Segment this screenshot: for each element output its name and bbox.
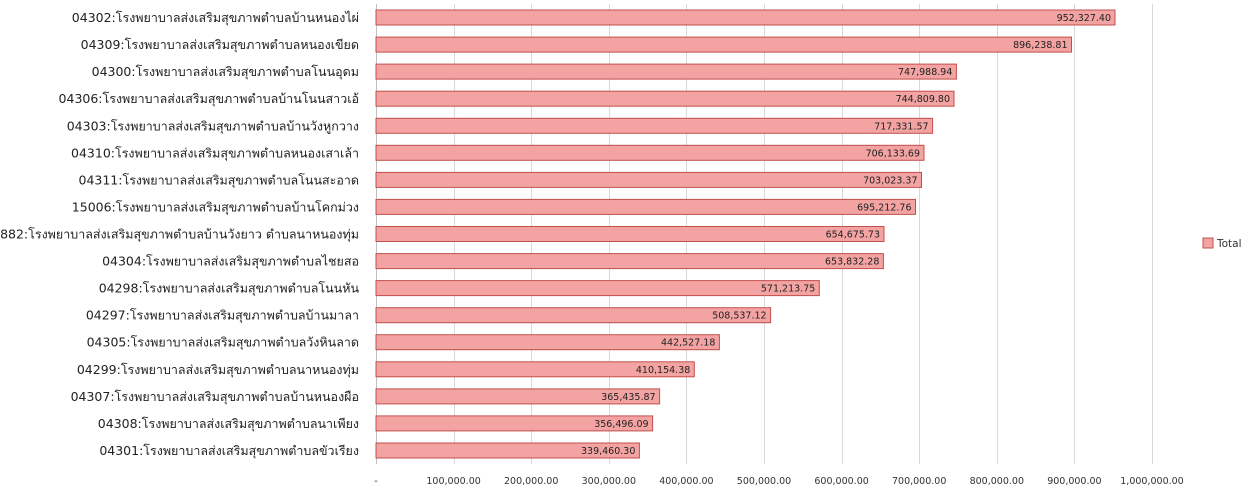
data-label: 356,496.09 bbox=[594, 419, 648, 430]
bar bbox=[375, 36, 1072, 53]
data-label: 654,675.73 bbox=[826, 230, 880, 241]
legend-swatch-total bbox=[1202, 237, 1214, 249]
bar bbox=[375, 198, 916, 215]
x-tick-label: 500,000.00 bbox=[737, 476, 791, 487]
data-label: 744,809.80 bbox=[896, 94, 950, 105]
x-tick-label: 200,000.00 bbox=[504, 476, 558, 487]
category-labels: 04302:โรงพยาบาลส่งเสริมสุขภาพตำบลบ้านหนอ… bbox=[0, 10, 359, 459]
category-label: 04309:โรงพยาบาลส่งเสริมสุขภาพตำบลหนองเขี… bbox=[81, 37, 359, 53]
bar bbox=[375, 253, 884, 270]
x-tick-label: 1,000,000.00 bbox=[1120, 476, 1183, 487]
category-label: 04308:โรงพยาบาลส่งเสริมสุขภาพตำบลนาเพียง bbox=[98, 416, 359, 432]
category-label: 04301:โรงพยาบาลส่งเสริมสุขภาพตำบลขัวเรีย… bbox=[99, 443, 359, 459]
data-label: 717,331.57 bbox=[874, 121, 928, 132]
x-tick-label: 700,000.00 bbox=[892, 476, 946, 487]
data-label: 508,537.12 bbox=[712, 311, 766, 322]
bar bbox=[375, 361, 695, 378]
category-label: 04298:โรงพยาบาลส่งเสริมสุขภาพตำบลโนนหัน bbox=[99, 281, 360, 297]
legend: Total bbox=[1202, 237, 1242, 250]
data-label: 339,460.30 bbox=[581, 446, 635, 457]
data-label: 365,435.87 bbox=[601, 392, 655, 403]
category-label: 04300:โรงพยาบาลส่งเสริมสุขภาพตำบลโนนอุดม bbox=[92, 64, 359, 80]
category-label: 04310:โรงพยาบาลส่งเสริมสุขภาพตำบลหนองเสา… bbox=[71, 145, 359, 161]
bar bbox=[375, 280, 820, 297]
bar bbox=[375, 388, 661, 405]
bar bbox=[375, 63, 957, 80]
category-label: 04306:โรงพยาบาลส่งเสริมสุขภาพตำบลบ้านโนน… bbox=[59, 91, 359, 107]
x-tick-label: - bbox=[374, 476, 377, 487]
data-label: 706,133.69 bbox=[866, 148, 920, 159]
category-label: 04299:โรงพยาบาลส่งเสริมสุขภาพตำบลนาหนองท… bbox=[77, 362, 359, 378]
category-label: 14882:โรงพยาบาลส่งเสริมสุขภาพตำบลบ้านวัง… bbox=[0, 227, 359, 243]
x-tick-label: 300,000.00 bbox=[582, 476, 636, 487]
x-tick-label: 400,000.00 bbox=[659, 476, 713, 487]
data-label: 442,527.18 bbox=[661, 338, 715, 349]
bar bbox=[375, 117, 934, 134]
data-label: 703,023.37 bbox=[863, 175, 917, 186]
category-label: 04297:โรงพยาบาลส่งเสริมสุขภาพตำบลบ้านมาล… bbox=[86, 308, 359, 324]
data-label: 695,212.76 bbox=[857, 202, 911, 213]
bars: 952,327.40 896,238.81 747,988.94 744,809.80… bbox=[375, 9, 1116, 459]
data-label: 896,238.81 bbox=[1013, 40, 1067, 51]
category-label: 04307:โรงพยาบาลส่งเสริมสุขภาพตำบลบ้านหนอ… bbox=[71, 389, 359, 405]
category-label: 04305:โรงพยาบาลส่งเสริมสุขภาพตำบลวังหินล… bbox=[87, 335, 359, 351]
legend-label-total: Total bbox=[1216, 238, 1242, 250]
bar bbox=[375, 9, 1116, 26]
data-label: 952,327.40 bbox=[1057, 13, 1111, 24]
bar bbox=[375, 171, 922, 188]
bar bbox=[375, 415, 654, 432]
category-label: 04303:โรงพยาบาลส่งเสริมสุขภาพตำบลบ้านวัง… bbox=[67, 118, 359, 134]
data-label: 747,988.94 bbox=[898, 67, 952, 78]
bar bbox=[375, 90, 955, 107]
bar bbox=[375, 442, 640, 459]
x-tick-label: 800,000.00 bbox=[970, 476, 1024, 487]
bar bbox=[375, 144, 925, 161]
bar bbox=[375, 334, 720, 351]
bar bbox=[375, 307, 772, 324]
bar bbox=[375, 226, 885, 242]
category-label: 04302:โรงพยาบาลส่งเสริมสุขภาพตำบลบ้านหนอ… bbox=[72, 10, 359, 26]
category-label: 15006:โรงพยาบาลส่งเสริมสุขภาพตำบลบ้านโคก… bbox=[72, 199, 359, 215]
x-tick-label: 900,000.00 bbox=[1047, 476, 1101, 487]
category-label: 04304:โรงพยาบาลส่งเสริมสุขภาพตำบลไชยสอ bbox=[102, 254, 359, 270]
x-tick-label: 100,000.00 bbox=[426, 476, 480, 487]
x-axis-tick-labels: - 100,000.00 200,000.00 300,000.00 400,000.0… bbox=[374, 476, 1183, 487]
data-label: 410,154.38 bbox=[636, 365, 690, 376]
data-label: 653,832.28 bbox=[825, 257, 879, 268]
x-tick-label: 600,000.00 bbox=[814, 476, 868, 487]
category-label: 04311:โรงพยาบาลส่งเสริมสุขภาพตำบลโนนสะอา… bbox=[79, 172, 360, 188]
data-label: 571,213.75 bbox=[761, 284, 815, 295]
